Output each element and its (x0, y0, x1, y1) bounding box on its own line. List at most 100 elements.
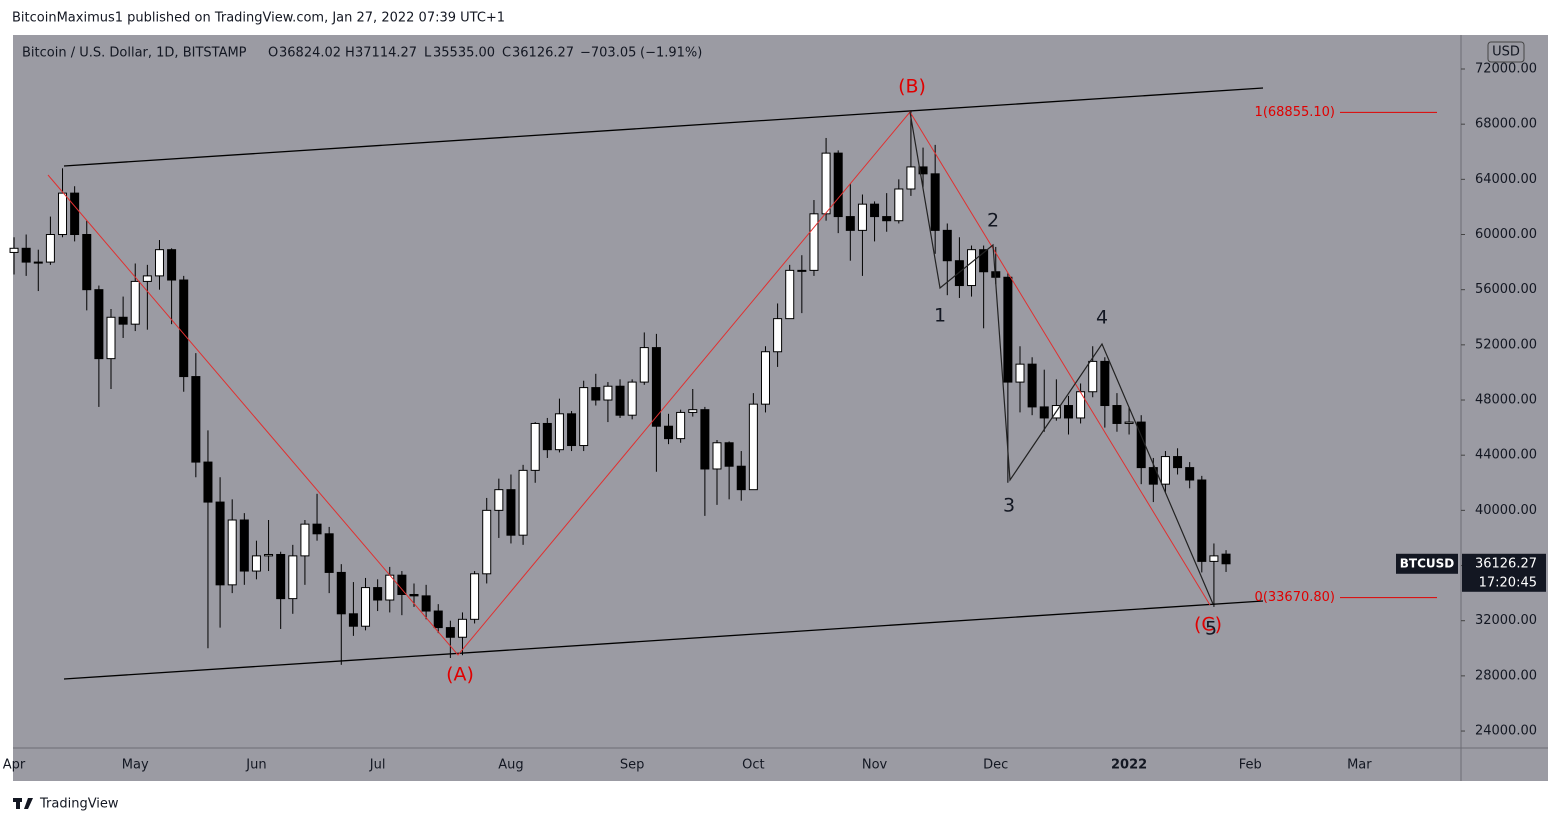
wave-label: 4 (1096, 307, 1108, 329)
candle-body (421, 595, 431, 612)
x-tick-label: Jun (245, 758, 266, 773)
x-tick-label: Nov (862, 758, 888, 773)
candle-body (1003, 276, 1013, 383)
candle-body (154, 249, 164, 277)
candle-body (409, 593, 419, 597)
candle-body (518, 469, 528, 536)
x-tick-label: Feb (1239, 758, 1262, 773)
candle-body (1015, 363, 1025, 383)
candle-body (700, 409, 710, 470)
fib-label: 0(33670.80) (1255, 590, 1335, 605)
last-price: 36126.27 (1475, 556, 1537, 571)
y-tick-label: 56000.00 (1475, 282, 1537, 297)
logo (16, 798, 20, 809)
candle-body (1039, 406, 1049, 419)
candle-body (373, 587, 383, 601)
quote-header: Bitcoin / U.S. Dollar, 1D, BITSTAMP O 36… (22, 46, 702, 61)
candle-body (1063, 405, 1073, 419)
y-tick-label: 24000.00 (1475, 724, 1537, 739)
candle-body (239, 519, 249, 572)
candle-body (857, 203, 867, 231)
countdown: 17:20:45 (1479, 575, 1537, 590)
candle-body (348, 613, 358, 627)
candle-body (894, 188, 904, 222)
candle-body (1148, 467, 1158, 485)
candle-body (33, 261, 43, 264)
candle-body (191, 376, 201, 463)
y-tick-label: 48000.00 (1475, 393, 1537, 408)
candle-body (785, 269, 795, 320)
publisher: BitcoinMaximus1 published on TradingView… (12, 11, 505, 26)
wave-label: 3 (1003, 495, 1015, 517)
candle-body (106, 316, 116, 360)
candle-body (482, 509, 492, 575)
candle-body (688, 409, 698, 413)
candle-body (21, 247, 31, 263)
y-tick-label: 44000.00 (1475, 448, 1537, 463)
candle-body (203, 461, 213, 503)
candle-body (833, 152, 843, 218)
candle-body (797, 269, 807, 272)
candle-body (1160, 456, 1170, 485)
candle-body (627, 381, 637, 416)
last-price-tag (1462, 553, 1546, 592)
candle-body (1027, 363, 1037, 408)
ohlc-value: 36126.27 (512, 46, 574, 61)
x-tick-label: Jul (369, 758, 386, 773)
x-tick-label: Sep (620, 758, 645, 773)
x-tick-label: Apr (3, 758, 26, 773)
candle-body (312, 523, 322, 535)
wave-label: 2 (987, 210, 999, 232)
candle-body (433, 610, 443, 629)
candle-body (457, 618, 467, 638)
candle-body (506, 489, 516, 536)
ohlc-value: 35535.00 (433, 46, 495, 61)
candle-body (167, 249, 177, 281)
candle-body (567, 413, 577, 447)
wave-label: (B) (898, 76, 926, 98)
symbol-tag (1396, 553, 1458, 574)
candle-body (227, 519, 237, 586)
candle-body (930, 173, 940, 231)
candle-body (130, 280, 140, 325)
ohlc-value: 37114.27 (355, 46, 417, 61)
candle-body (906, 166, 916, 190)
candle-body (1197, 479, 1207, 562)
fib-label: 1(68855.10) (1255, 105, 1335, 120)
candle-body (94, 289, 104, 360)
currency-button[interactable] (1487, 41, 1525, 63)
candle-body (724, 442, 734, 467)
candle-body (9, 247, 19, 253)
drawings (47, 87, 1264, 680)
x-tick-label: 2022 (1111, 758, 1147, 773)
candle-body (954, 260, 964, 287)
candle-body (542, 422, 552, 451)
channel-line (63, 87, 1264, 167)
y-tick-label: 68000.00 (1475, 117, 1537, 132)
candle-body (1100, 360, 1110, 407)
candle-body (470, 573, 480, 620)
ohlc-label: L (424, 46, 432, 61)
candle-body (1185, 467, 1195, 481)
candle-body (821, 152, 831, 215)
x-tick-label: Oct (742, 758, 764, 773)
candle-body (882, 216, 892, 222)
candle-body (70, 192, 80, 236)
candle-body (300, 523, 310, 557)
y-tick-label: 60000.00 (1475, 227, 1537, 242)
candle-body (603, 385, 613, 401)
candle-body (361, 587, 371, 627)
candle-body (918, 166, 928, 175)
candle-body (142, 275, 152, 282)
time-axis (13, 748, 1461, 781)
symbol-title: Bitcoin / U.S. Dollar, 1D, BITSTAMP (22, 46, 247, 61)
candle-body (809, 213, 819, 271)
candle-body (736, 465, 746, 491)
candle-body (324, 533, 334, 573)
currency[interactable]: USD (1492, 45, 1520, 60)
x-tick-label: Aug (498, 758, 523, 773)
ohlc-label: C (502, 46, 511, 61)
candle-body (712, 442, 722, 470)
wave-label: 5 (1205, 618, 1217, 640)
